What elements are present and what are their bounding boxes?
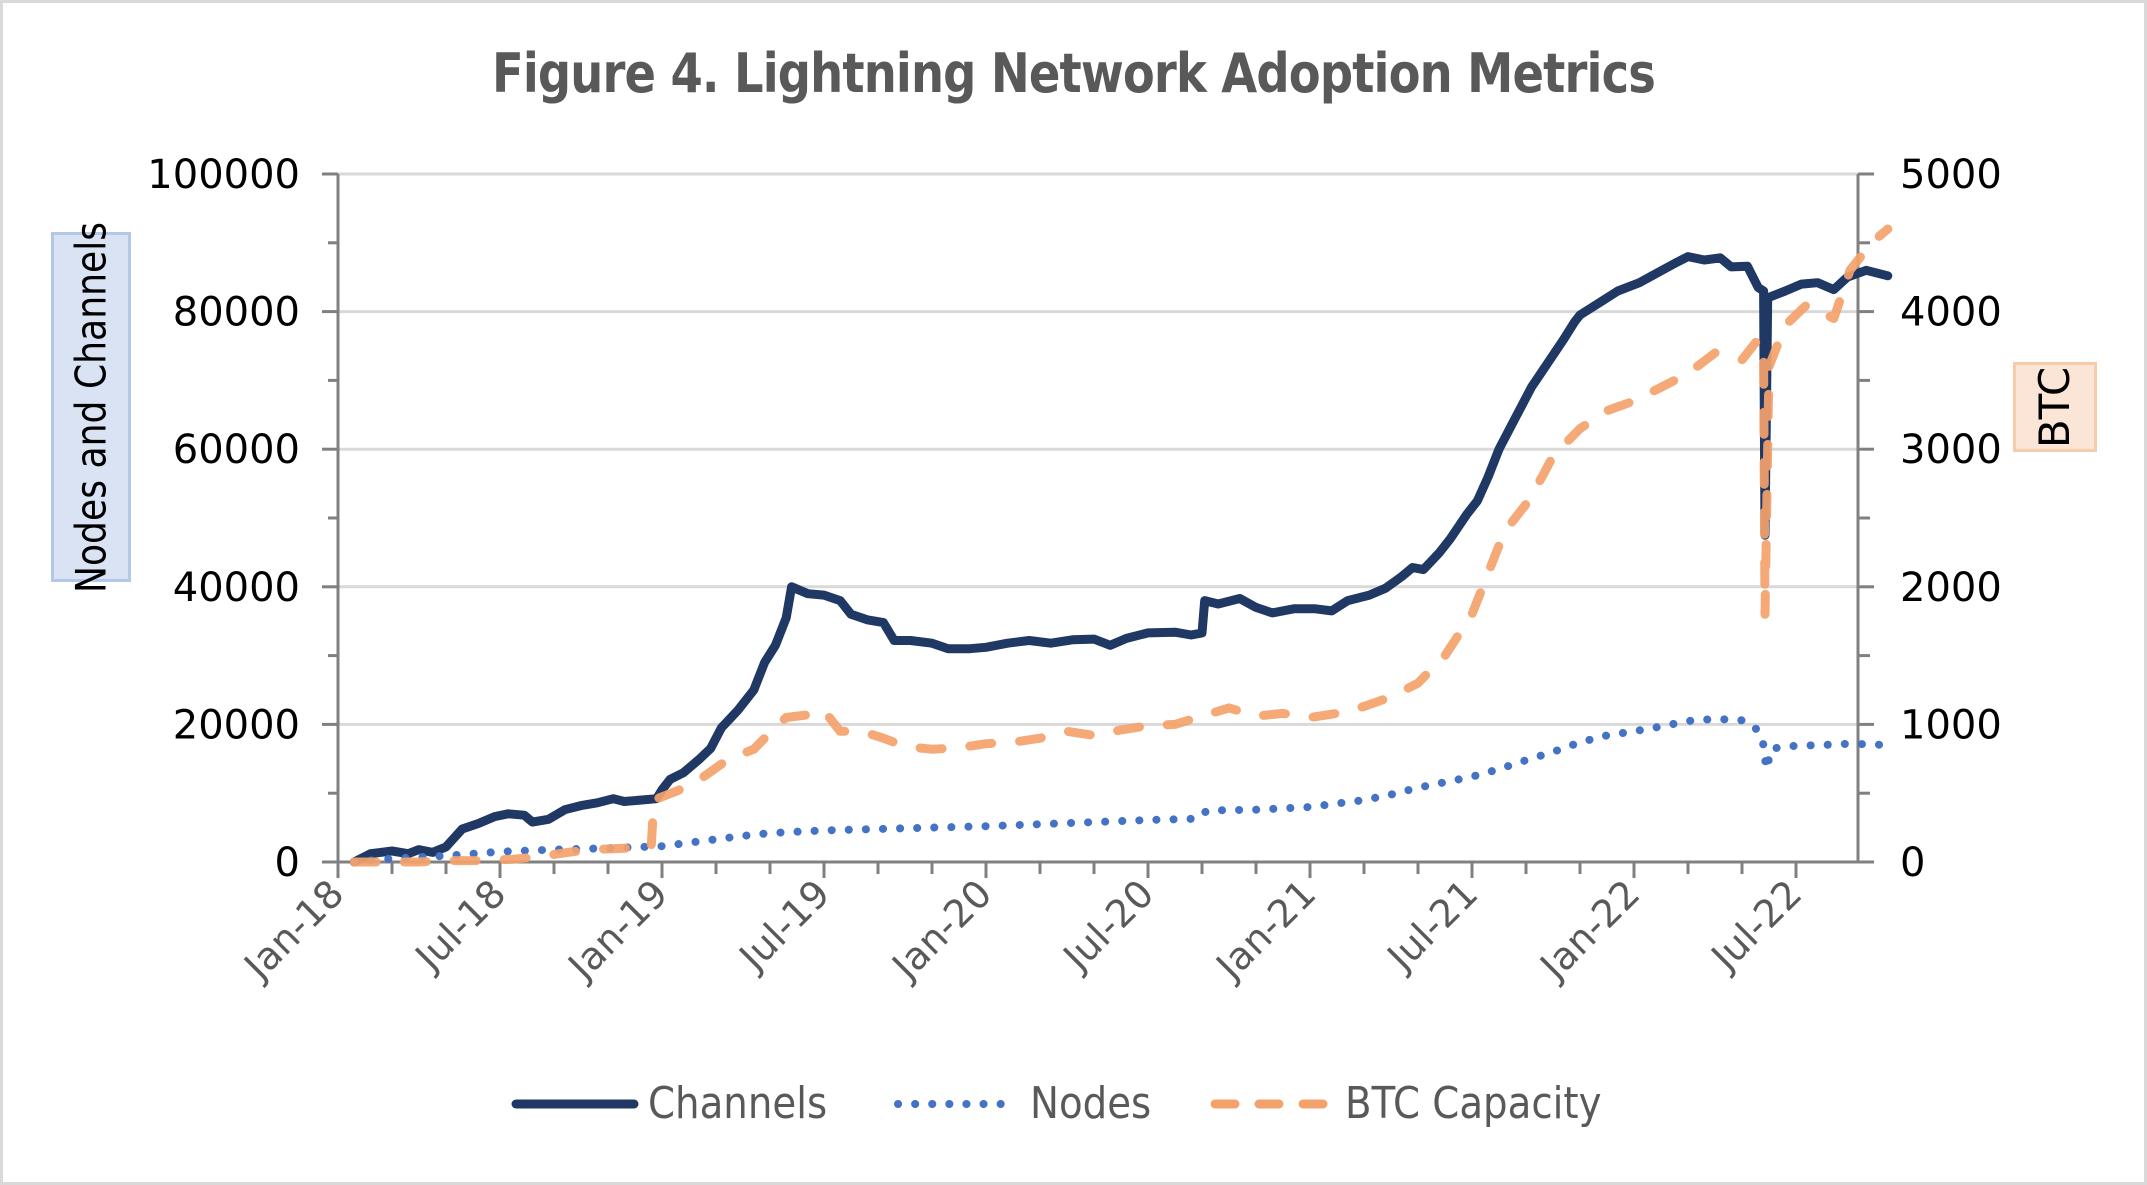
legend-item-nodes[interactable]: Nodes xyxy=(892,1078,1168,1129)
x-ticks: Jan-18 Jul-18 Jan-19 Jul-19 Jan-20 Jul-20 Jan-… xyxy=(235,871,1811,989)
y-tick-label-right: 1000 xyxy=(1900,702,2002,748)
y-tick-label-right: 0 xyxy=(1900,840,1925,886)
axes xyxy=(322,172,1874,878)
x-tick-label: Jul-21 xyxy=(1378,871,1487,980)
y-tick-label-right: 5000 xyxy=(1900,152,2002,198)
y-tick-label-left: 60000 xyxy=(173,427,300,473)
x-tick-label: Jan-19 xyxy=(559,871,677,989)
x-tick-label: Jul-22 xyxy=(1702,871,1811,980)
series-layer xyxy=(349,224,1893,867)
legend-item-channels[interactable]: Channels xyxy=(510,1078,852,1129)
y-tick-label-left: 20000 xyxy=(173,702,300,748)
series-line-channels xyxy=(349,252,1893,867)
y-tick-label-right: 4000 xyxy=(1900,290,2002,336)
x-tick-label: Jul-18 xyxy=(406,871,515,980)
y-ticks-left: 0 20000 40000 60000 80000 100000 xyxy=(147,152,300,886)
x-tick-label: Jan-20 xyxy=(883,871,1001,989)
y-tick-label-right: 3000 xyxy=(1900,427,2002,473)
chart-title: Figure 4. Lightning Network Adoption Met… xyxy=(491,42,1656,105)
legend-swatch-btc-capacity xyxy=(1210,1099,1336,1108)
y-tick-label-right: 2000 xyxy=(1900,565,2002,611)
series-line-nodes xyxy=(350,714,1892,866)
legend-label-channels: Channels xyxy=(648,1078,828,1129)
legend-swatch-nodes xyxy=(893,1099,1020,1108)
legend-label-nodes: Nodes xyxy=(1029,1078,1151,1129)
y-tick-label-left: 100000 xyxy=(147,152,300,198)
legend-item-btc-capacity[interactable]: BTC Capacity xyxy=(1207,1078,1636,1129)
legend: Channels Nodes BTC Capacity xyxy=(0,1078,2147,1129)
y-axis-right-label-box: BTC xyxy=(2013,362,2097,452)
y-tick-label-left: 40000 xyxy=(173,565,300,611)
x-tick-label: Jan-21 xyxy=(1207,871,1325,989)
x-tick-label: Jul-20 xyxy=(1054,871,1163,980)
legend-swatch-channels xyxy=(511,1099,639,1108)
x-tick-label: Jan-18 xyxy=(235,871,353,989)
x-tick-label: Jul-19 xyxy=(730,871,839,980)
series-line-btc-capacity xyxy=(349,224,1893,867)
y-tick-label-left: 80000 xyxy=(173,290,300,336)
y-tick-label-left: 0 xyxy=(275,840,300,886)
legend-label-btc-capacity: BTC Capacity xyxy=(1345,1078,1602,1129)
y-ticks-right: 0 1000 2000 3000 4000 5000 xyxy=(1900,152,2002,886)
y-axis-left-label-box xyxy=(51,232,131,582)
gridlines xyxy=(338,172,1858,726)
x-tick-label: Jan-22 xyxy=(1531,871,1649,989)
